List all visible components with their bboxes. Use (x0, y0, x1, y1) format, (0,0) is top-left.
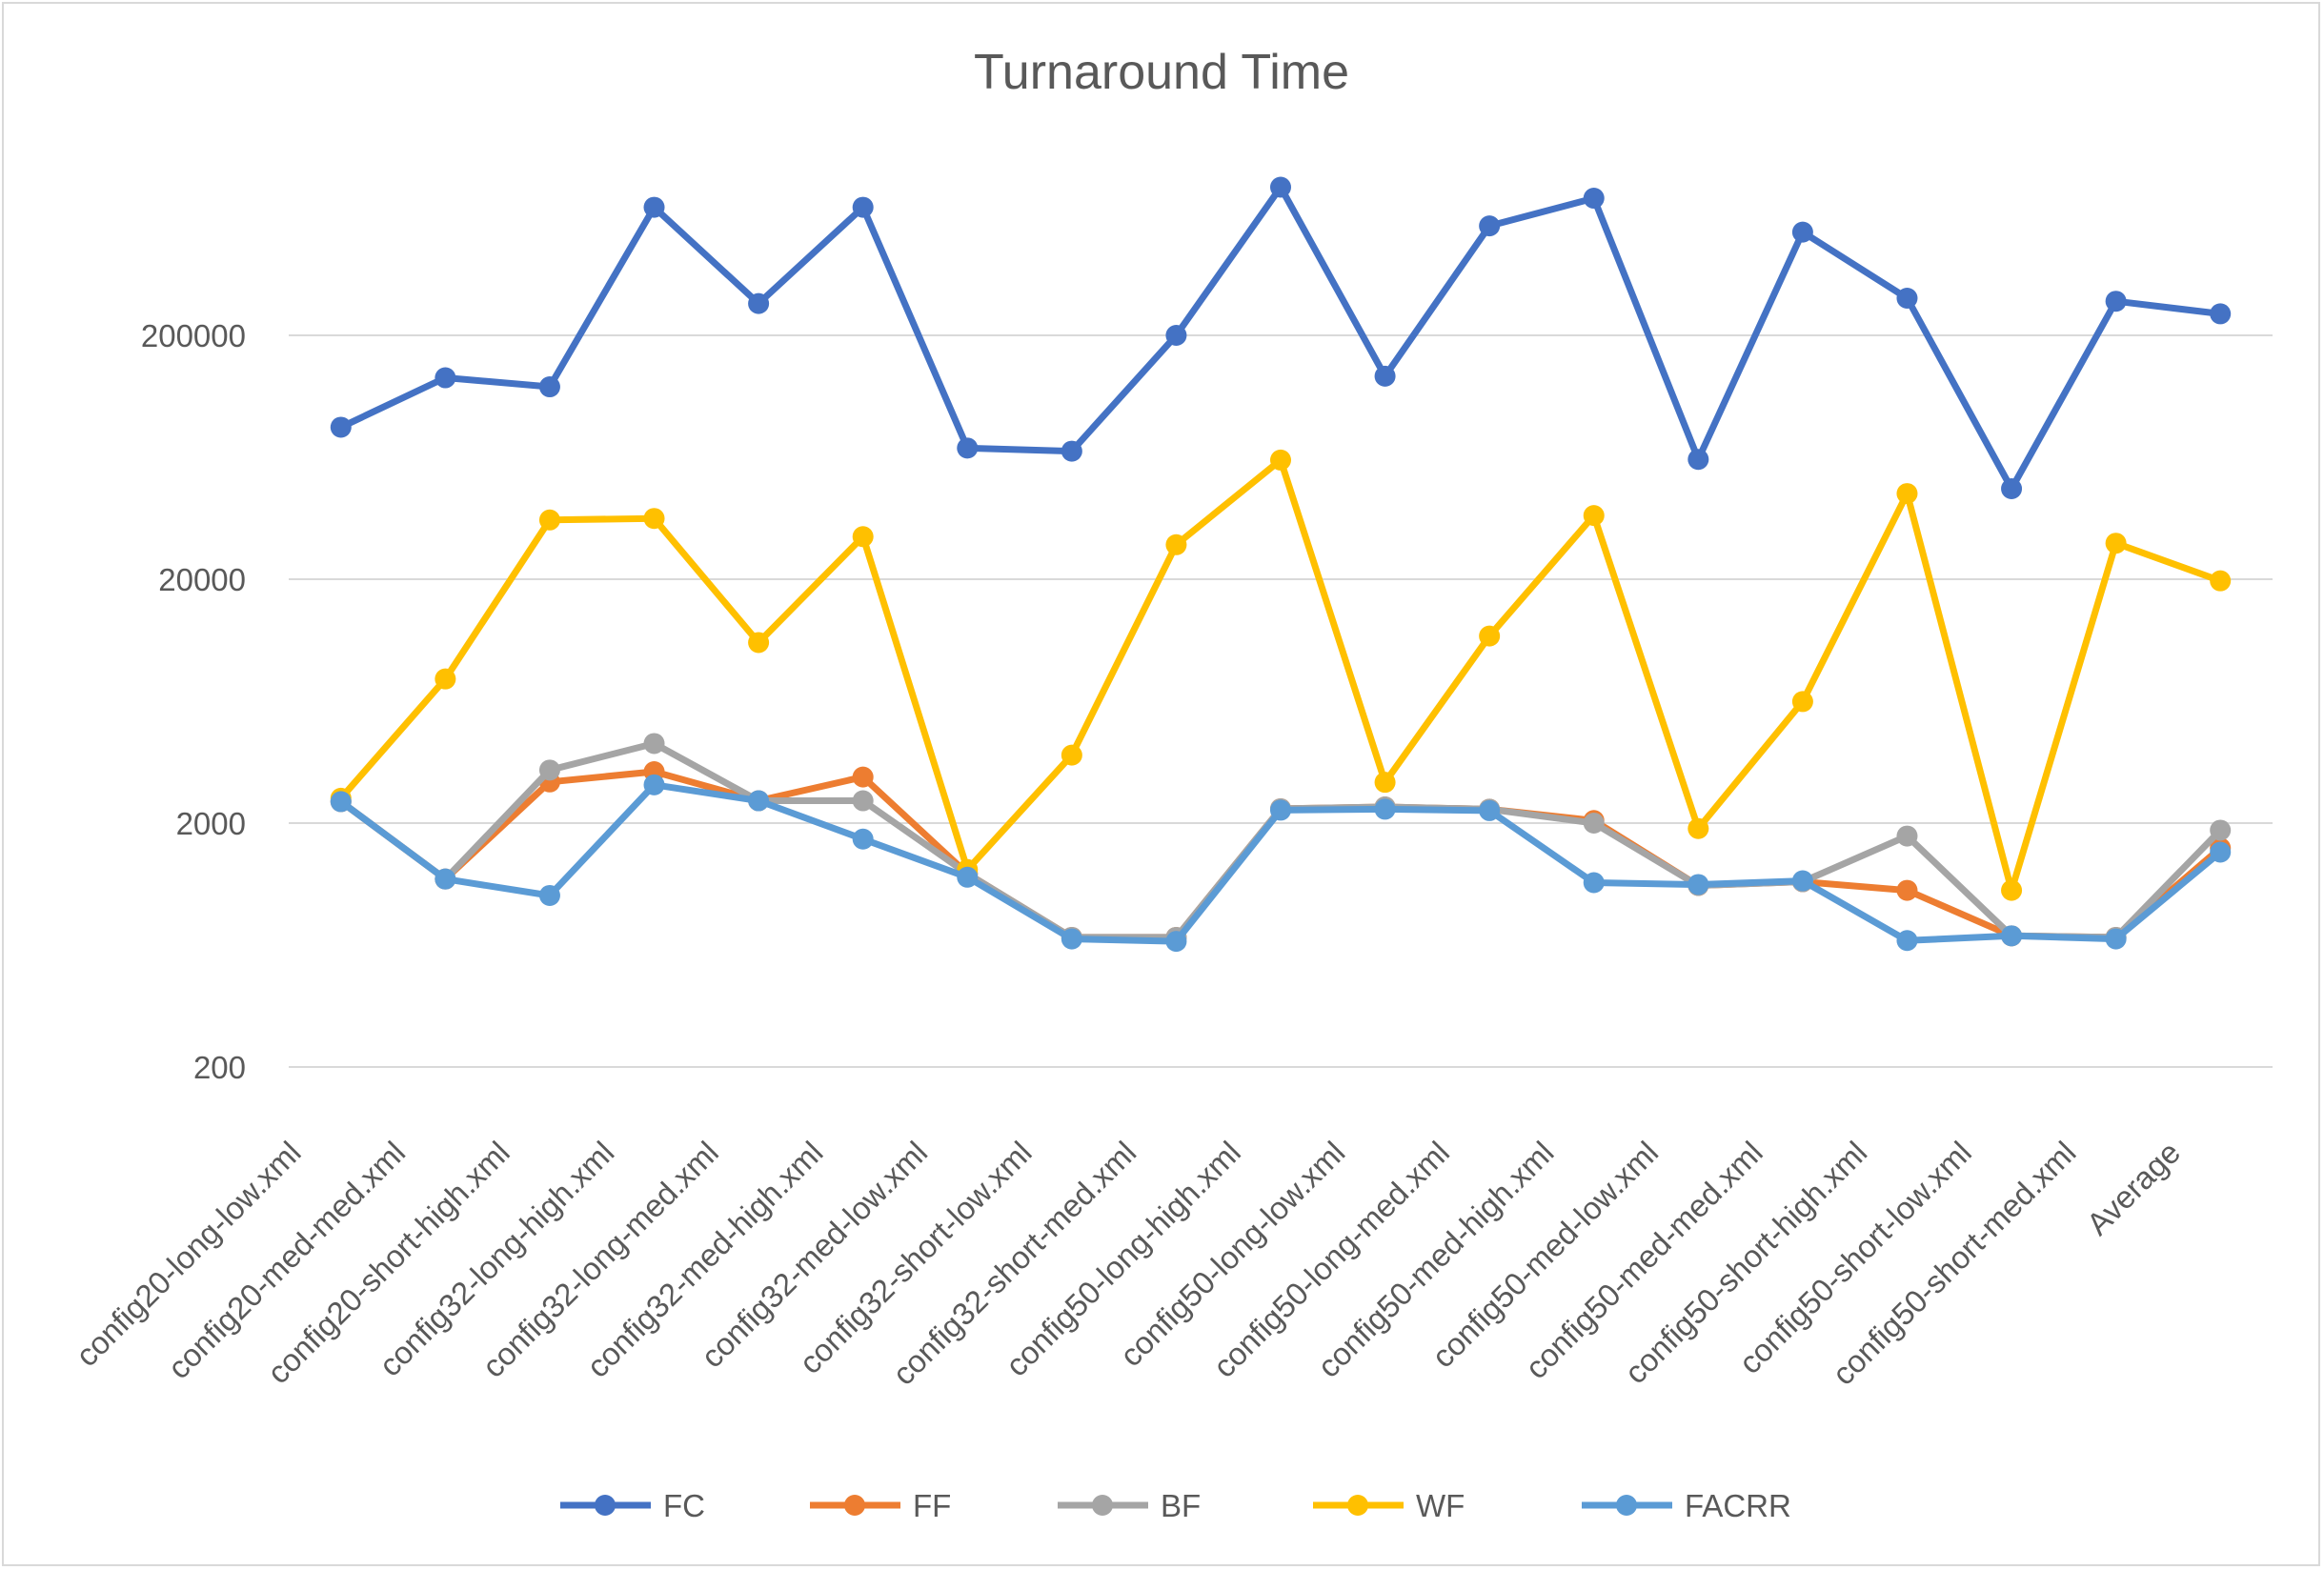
data-point-facrr (2210, 841, 2232, 863)
data-point-fc (1583, 188, 1605, 210)
series-line-ff (337, 768, 2224, 941)
data-point-fc (1374, 365, 1396, 387)
legend-swatch-marker (595, 1495, 616, 1516)
data-point-facrr (1165, 931, 1187, 953)
legend-item-wf: WF (1313, 1488, 1465, 1523)
data-point-facrr (1270, 799, 1291, 821)
data-point-fc (2105, 291, 2127, 312)
data-point-facrr (1896, 930, 1918, 952)
data-point-wf (1791, 691, 1813, 713)
legend-swatch-marker (1616, 1495, 1637, 1516)
data-point-bf (1583, 813, 1605, 834)
legend-label: WF (1416, 1488, 1465, 1523)
data-point-wf (538, 509, 560, 531)
data-point-wf (1270, 449, 1291, 471)
data-point-fc (748, 292, 770, 314)
data-point-facrr (852, 828, 874, 850)
series-facrr (330, 774, 2232, 953)
data-point-fc (852, 196, 874, 218)
series-fc (330, 176, 2232, 500)
data-point-facrr (1583, 872, 1605, 894)
legend-item-bf: BF (1058, 1488, 1201, 1523)
data-point-facrr (1687, 874, 1709, 896)
data-point-fc (538, 376, 560, 398)
data-point-ff (1896, 879, 1918, 901)
data-point-fc (1896, 288, 1918, 310)
chart-title: Turnaround Time (974, 45, 1349, 100)
y-axis-ticks: 200 2000 20000 200000 (141, 318, 246, 1085)
data-point-facrr (957, 866, 979, 888)
series-lines (330, 176, 2232, 953)
legend-label: BF (1161, 1488, 1201, 1523)
legend-item-fc: FC (560, 1488, 705, 1523)
data-point-fc (1791, 221, 1813, 243)
legend: FC FF BF WF FACRR (560, 1488, 1791, 1523)
data-point-bf (643, 733, 665, 755)
series-line-fc (337, 184, 2224, 493)
series-line-wf (337, 456, 2224, 895)
legend-swatch-marker (1092, 1495, 1113, 1516)
y-tick-label: 2000 (176, 806, 246, 841)
data-point-wf (1374, 772, 1396, 794)
data-point-ff (852, 766, 874, 788)
data-point-facrr (1479, 799, 1501, 821)
data-point-fc (1270, 176, 1291, 198)
data-point-fc (643, 196, 665, 218)
data-point-facrr (434, 868, 456, 890)
data-point-wf (643, 508, 665, 530)
data-point-facrr (2001, 925, 2023, 947)
data-point-fc (1061, 440, 1082, 462)
data-point-wf (1165, 533, 1187, 555)
data-point-bf (538, 759, 560, 781)
data-point-wf (1687, 817, 1709, 839)
data-point-fc (1479, 215, 1501, 237)
data-point-bf (1896, 825, 1918, 847)
data-point-wf (1583, 505, 1605, 527)
data-point-bf (852, 790, 874, 812)
legend-item-facrr: FACRR (1582, 1488, 1791, 1523)
data-point-facrr (538, 884, 560, 906)
x-tick-label: Average (2079, 1135, 2187, 1242)
legend-swatch-marker (1347, 1495, 1368, 1516)
data-point-bf (2210, 819, 2232, 841)
series-bf (330, 733, 2232, 948)
y-tick-label: 20000 (158, 562, 246, 597)
series-wf (330, 449, 2232, 901)
y-tick-label: 200000 (141, 318, 246, 353)
data-point-facrr (330, 791, 352, 813)
series-ff (330, 761, 2232, 948)
x-axis-ticks: config20-long-low.xmlconfig20-med-med.xm… (69, 1135, 2187, 1392)
y-tick-label: 200 (193, 1050, 246, 1085)
legend-label: FACRR (1685, 1488, 1791, 1523)
legend-swatch-marker (844, 1495, 865, 1516)
data-point-wf (2105, 533, 2127, 554)
data-point-wf (1896, 483, 1918, 505)
data-point-facrr (1791, 870, 1813, 892)
data-point-wf (852, 526, 874, 548)
legend-label: FC (663, 1488, 705, 1523)
data-point-wf (1061, 744, 1082, 766)
legend-item-ff: FF (810, 1488, 951, 1523)
data-point-wf (748, 632, 770, 654)
data-point-wf (1479, 625, 1501, 647)
legend-label: FF (913, 1488, 951, 1523)
data-point-facrr (748, 790, 770, 812)
gridlines (289, 334, 2273, 1068)
data-point-wf (2001, 879, 2023, 901)
data-point-fc (957, 437, 979, 459)
data-point-facrr (643, 774, 665, 795)
data-point-fc (2210, 303, 2232, 325)
data-point-facrr (1061, 928, 1082, 950)
data-point-fc (330, 416, 352, 438)
data-point-facrr (2105, 928, 2127, 950)
data-point-fc (2001, 478, 2023, 500)
data-point-fc (1687, 449, 1709, 471)
data-point-wf (434, 668, 456, 690)
data-point-facrr (1374, 798, 1396, 820)
data-point-fc (434, 367, 456, 389)
data-point-wf (2210, 570, 2232, 592)
data-point-fc (1165, 325, 1187, 346)
